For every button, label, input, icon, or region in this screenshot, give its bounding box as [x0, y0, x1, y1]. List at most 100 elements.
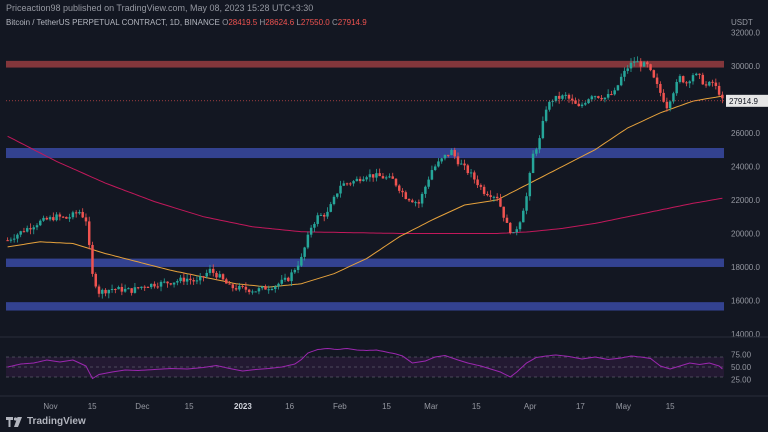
candle-body	[146, 286, 150, 288]
candle-body	[450, 150, 453, 156]
candle-body	[678, 76, 682, 82]
candle-body	[567, 94, 571, 99]
candle-body	[714, 82, 718, 86]
candle-body	[476, 179, 479, 186]
candle-body	[473, 172, 476, 180]
candle-body	[420, 193, 424, 204]
x-tick-label: 15	[472, 402, 481, 411]
candle-body	[35, 225, 39, 228]
candle-body	[309, 227, 313, 235]
candle-body	[260, 286, 264, 289]
rsi-panel: 75.00 50.00 25.00	[6, 347, 752, 385]
candle-body	[636, 61, 639, 63]
candle-body	[143, 286, 146, 288]
candle-body	[668, 101, 672, 109]
candle-body	[499, 198, 502, 207]
candle-body	[381, 176, 385, 179]
candle-body	[153, 283, 156, 287]
candle-body	[296, 265, 300, 270]
candle-body	[508, 222, 512, 233]
candle-body	[349, 183, 352, 185]
candle-body	[629, 62, 633, 69]
candle-body	[316, 215, 319, 224]
candle-body	[205, 272, 208, 277]
candle-body	[649, 64, 652, 71]
zone-support-1	[6, 148, 724, 159]
candle-body	[404, 192, 408, 200]
candle-body	[45, 217, 49, 220]
candle-body	[417, 202, 421, 204]
candle-body	[241, 285, 244, 287]
candle-body	[326, 211, 329, 217]
candle-body	[231, 284, 235, 289]
candle-body	[365, 177, 368, 180]
y-tick-label: 32000.0	[731, 28, 760, 37]
candle-body	[557, 95, 561, 99]
candle-body	[127, 288, 130, 290]
candle-body	[257, 288, 261, 292]
candle-body	[522, 210, 525, 223]
candle-body	[94, 273, 97, 287]
candle-body	[136, 287, 140, 289]
candle-body	[368, 174, 372, 178]
tradingview-brand[interactable]: TradingView	[6, 416, 86, 427]
candle-body	[659, 83, 662, 93]
candle-body	[535, 149, 538, 154]
candle-body	[58, 214, 62, 217]
candle-body	[548, 101, 551, 110]
candle-body	[202, 276, 205, 278]
candle-body	[600, 97, 603, 100]
candle-body	[212, 268, 215, 273]
candle-body	[352, 181, 355, 184]
ohlc-values: O28419.5 H28624.6 L27550.0 C27914.9	[222, 18, 367, 27]
candle-body	[342, 183, 346, 186]
candle-body	[371, 174, 375, 178]
candle-body	[238, 285, 241, 290]
candle-body	[479, 185, 483, 187]
candle-body	[25, 228, 29, 232]
candle-body	[593, 96, 597, 98]
candle-body	[22, 231, 26, 233]
candle-body	[225, 279, 228, 284]
candle-body	[149, 283, 153, 288]
candle-body	[561, 95, 564, 99]
candle-body	[433, 166, 437, 171]
candle-body	[580, 104, 584, 107]
candle-body	[460, 163, 463, 165]
candle-body	[505, 217, 509, 223]
candle-body	[486, 193, 489, 196]
candle-body	[52, 217, 55, 221]
candle-body	[280, 279, 284, 284]
publish-line: Priceaction98 published on TradingView.c…	[6, 3, 314, 13]
candle-body	[332, 196, 336, 205]
candle-body	[274, 286, 277, 290]
rsi-tick-label: 50.00	[731, 363, 752, 372]
candle-body	[195, 280, 199, 282]
candle-body	[554, 95, 558, 101]
candle-body	[208, 268, 212, 273]
zone-support-2	[6, 258, 724, 267]
x-tick-label: 15	[382, 402, 391, 411]
candle-body	[166, 281, 169, 284]
candle-body	[65, 216, 68, 219]
candle-body	[482, 186, 486, 194]
x-tick-label: 15	[88, 402, 97, 411]
candle-body	[91, 244, 94, 274]
candle-body	[391, 176, 394, 179]
candles-layer	[6, 56, 724, 299]
candle-body	[512, 232, 515, 234]
candle-body	[571, 98, 574, 101]
candle-body	[322, 214, 326, 217]
candle-body	[446, 154, 450, 156]
candle-body	[39, 220, 42, 226]
candle-body	[525, 196, 528, 211]
candle-body	[456, 156, 460, 165]
candle-body	[495, 196, 499, 199]
candle-body	[254, 291, 257, 293]
candle-body	[277, 283, 280, 287]
candle-body	[541, 120, 545, 139]
candle-body	[290, 272, 293, 282]
candle-body	[140, 286, 143, 288]
candle-body	[681, 76, 685, 83]
